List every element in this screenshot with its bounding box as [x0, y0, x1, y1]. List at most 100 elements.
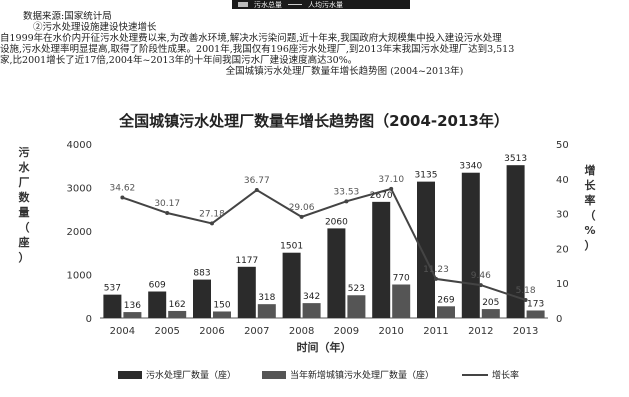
- y-left-axis-title-char: 数: [19, 190, 31, 204]
- growth-point: [254, 188, 259, 193]
- y-right-tick-label: 20: [556, 244, 569, 255]
- chart-title: 全国城镇污水处理厂数量年增长趋势图（2004-2013年）: [118, 112, 509, 130]
- bar-total: [506, 165, 525, 318]
- bar-total-label: 3340: [459, 162, 482, 172]
- top-legend-bar-label: 污水总量: [254, 0, 282, 9]
- bar-new-label: 136: [124, 301, 141, 311]
- x-tick-label: 2012: [468, 326, 493, 337]
- bar-new-label: 770: [393, 274, 410, 284]
- top-legend-bar-swatch: [238, 2, 248, 7]
- growth-label: 36.77: [244, 176, 270, 186]
- paragraph-line-2: 设施,污水处理率明显提高,取得了阶段性成果。2001年,我国仅有196座污水处理…: [0, 44, 515, 55]
- bar-total-label: 2060: [325, 217, 348, 227]
- x-tick-label: 2005: [154, 326, 179, 337]
- bar-total-label: 1177: [235, 256, 258, 266]
- y-left-axis-title-char: 污: [19, 145, 30, 159]
- legend-label-new: 当年新增城镇污水处理厂数量（座）: [290, 369, 434, 381]
- bar-total: [193, 279, 211, 318]
- document-text: 数据来源:国家统计局 ②污水处理设施建设快速增长 自1999年在水价内开征污水处…: [0, 11, 629, 77]
- bar-new: [123, 312, 142, 318]
- growth-point: [389, 186, 394, 191]
- bar-new-label: 162: [169, 300, 186, 310]
- growth-label: 29.06: [289, 203, 315, 213]
- bar-total-label: 1501: [280, 242, 303, 252]
- bar-new: [302, 303, 321, 318]
- growth-label: 9.46: [471, 271, 491, 281]
- bar-new: [213, 311, 231, 318]
- y-right-tick-label: 30: [556, 210, 569, 221]
- bar-new: [257, 304, 276, 318]
- bar-new-label: 269: [437, 295, 454, 305]
- bar-total: [103, 294, 122, 318]
- growth-label: 37.10: [378, 175, 404, 185]
- bar-new: [481, 309, 500, 318]
- bar-new: [168, 310, 187, 318]
- legend-swatch-new: [262, 371, 286, 379]
- y-right-axis-title-char: %: [584, 224, 595, 237]
- bar-total: [282, 252, 301, 318]
- x-axis-title: 时间（年）: [297, 340, 352, 354]
- growth-point: [165, 211, 170, 216]
- y-right-axis-title-char: 长: [585, 178, 597, 192]
- y-right-tick-label: 50: [556, 140, 569, 151]
- bar-new: [437, 306, 455, 318]
- x-tick-label: 2013: [513, 326, 538, 337]
- growth-label: 34.62: [110, 184, 136, 194]
- growth-point: [434, 276, 438, 281]
- bar-new-label: 173: [527, 299, 544, 309]
- y-right-tick-label: 10: [556, 279, 569, 290]
- y-right-axis-title-char: （: [585, 209, 596, 222]
- x-tick-label: 2004: [110, 326, 135, 337]
- growth-label: 33.53: [334, 187, 360, 197]
- bar-total: [327, 228, 346, 318]
- growth-point: [210, 221, 214, 226]
- y-left-tick-label: 3000: [67, 184, 92, 195]
- y-left-tick-label: 4000: [67, 140, 92, 151]
- bar-new-label: 205: [482, 298, 499, 308]
- y-left-tick-label: 2000: [67, 227, 92, 238]
- chart: 全国城镇污水处理厂数量年增长趋势图（2004-2013年） 0 1000 2000 30…: [18, 112, 597, 381]
- x-tick-label: 2009: [334, 326, 359, 337]
- y-right-axis-title-char: ）: [585, 239, 596, 252]
- y-left-tick-label: 1000: [67, 271, 92, 282]
- bar-total: [148, 291, 167, 318]
- bar-total: [417, 181, 435, 318]
- figure-caption: 全国城镇污水处理厂数量年增长趋势图 (2004~2013年): [225, 66, 464, 77]
- y-right-axis-title-char: 率: [585, 193, 596, 207]
- x-tick-label: 2007: [244, 326, 269, 337]
- y-right-tick-label: 40: [556, 175, 569, 186]
- bar-total-label: 537: [104, 284, 121, 294]
- growth-point: [299, 214, 304, 219]
- growth-point: [478, 283, 483, 288]
- legend-label-growth: 增长率: [492, 369, 519, 381]
- y-right-tick-label: 0: [556, 314, 562, 325]
- bar-total-label: 609: [149, 281, 166, 291]
- bar-new: [526, 310, 545, 318]
- y-left-axis-title-char: 厂: [19, 176, 30, 189]
- x-tick-label: 2011: [423, 326, 448, 337]
- legend-swatch-total: [118, 371, 142, 379]
- bar-new-label: 342: [303, 292, 320, 302]
- x-tick-label: 2006: [199, 326, 224, 337]
- bar-new-label: 150: [213, 300, 230, 310]
- growth-point: [344, 199, 349, 204]
- y-left-axis-title-char: 量: [19, 206, 30, 219]
- x-tick-label: 2010: [378, 326, 403, 337]
- x-tick-label: 2008: [289, 326, 314, 337]
- legend-label-total: 污水处理厂数量（座）: [146, 369, 236, 381]
- bar-new-label: 523: [348, 284, 365, 294]
- bar-total-label: 3513: [504, 154, 527, 164]
- growth-point: [120, 195, 125, 200]
- top-legend-line-swatch: [288, 4, 302, 5]
- growth-label: 5.18: [516, 286, 536, 296]
- bar-total-label: 2670: [370, 191, 393, 201]
- y-left-axis-title-char: ）: [19, 251, 30, 264]
- growth-label: 30.17: [154, 199, 180, 209]
- bar-new: [347, 295, 366, 318]
- top-legend: 污水总量 人均污水量: [232, 0, 410, 9]
- growth-label: 27.18: [199, 209, 225, 219]
- growth-line: [122, 187, 526, 301]
- y-left-axis-title-char: 座: [18, 235, 30, 249]
- bar-total-label: 3135: [415, 171, 438, 181]
- top-legend-line-label: 人均污水量: [308, 0, 343, 9]
